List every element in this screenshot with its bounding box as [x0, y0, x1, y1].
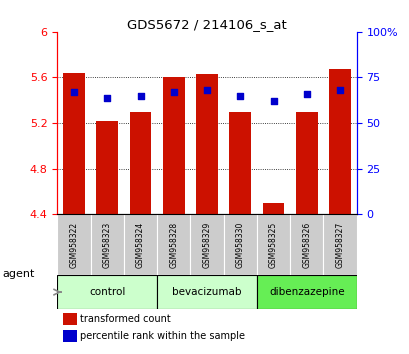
Bar	[63, 313, 76, 325]
Text: GSM958329: GSM958329	[202, 222, 211, 268]
Text: GSM958323: GSM958323	[103, 222, 112, 268]
Bar	[295, 112, 317, 214]
Point	[71, 89, 77, 95]
Text: agent: agent	[2, 269, 34, 279]
Text: GSM958326: GSM958326	[301, 222, 310, 268]
Point	[203, 87, 210, 93]
Point	[104, 95, 110, 100]
Bar	[57, 214, 90, 275]
Point	[270, 98, 276, 104]
Bar	[196, 74, 217, 214]
Point	[170, 89, 177, 95]
Bar	[57, 275, 157, 309]
Text: dibenzazepine: dibenzazepine	[268, 287, 344, 297]
Bar	[328, 69, 350, 214]
Bar	[63, 74, 85, 214]
Text: percentile rank within the sample: percentile rank within the sample	[80, 331, 244, 341]
Text: GSM958328: GSM958328	[169, 222, 178, 268]
Bar	[90, 214, 124, 275]
Bar	[290, 214, 323, 275]
Bar	[323, 214, 356, 275]
Bar	[63, 330, 76, 342]
Text: bevacizumab: bevacizumab	[172, 287, 241, 297]
Bar	[256, 214, 290, 275]
Bar	[190, 214, 223, 275]
Bar	[256, 275, 356, 309]
Point	[137, 93, 144, 98]
Bar	[157, 275, 256, 309]
Bar	[124, 214, 157, 275]
Point	[336, 87, 342, 93]
Bar	[157, 214, 190, 275]
Bar	[163, 78, 184, 214]
Bar	[223, 214, 256, 275]
Text: GSM958322: GSM958322	[70, 222, 79, 268]
Text: control: control	[89, 287, 125, 297]
Text: GSM958330: GSM958330	[235, 221, 244, 268]
Text: transformed count: transformed count	[80, 314, 170, 324]
Text: GSM958325: GSM958325	[268, 222, 277, 268]
Text: GSM958327: GSM958327	[335, 222, 344, 268]
Bar	[96, 121, 118, 214]
Bar	[229, 112, 250, 214]
Text: GSM958324: GSM958324	[136, 222, 145, 268]
Point	[236, 93, 243, 98]
Title: GDS5672 / 214106_s_at: GDS5672 / 214106_s_at	[127, 18, 286, 31]
Bar	[129, 112, 151, 214]
Bar	[262, 203, 284, 214]
Point	[303, 91, 309, 97]
